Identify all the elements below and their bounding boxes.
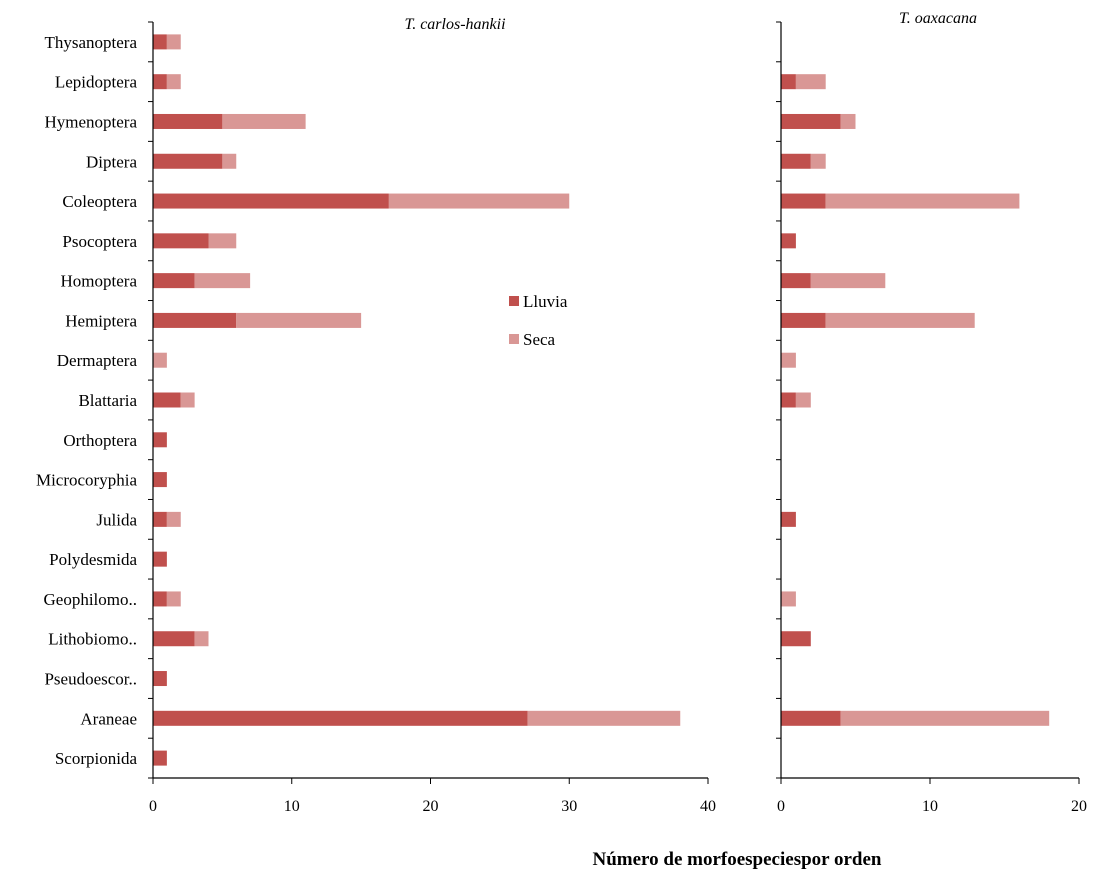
category-label: Pseudoescor.. [44, 670, 137, 689]
bar-lluvia-diptera [153, 153, 223, 169]
bar-seca-geophilomo [781, 591, 796, 607]
category-label: Polydesmida [49, 550, 137, 569]
bar-lluvia-araneae [781, 710, 841, 726]
bar-seca-dermaptera [781, 352, 796, 368]
legend: Lluvia Seca [509, 292, 568, 349]
bar-seca-coleoptera [825, 193, 1020, 209]
bar-lluvia-blattaria [781, 392, 796, 408]
bar-seca-geophilomo [166, 591, 181, 607]
category-label: Hemiptera [65, 311, 137, 330]
bar-lluvia-lithobiomo [781, 631, 811, 647]
bar-lluvia-scorpionida [153, 750, 167, 766]
bar-lluvia-microcoryphia [153, 472, 167, 488]
x-tick-label: 20 [1071, 798, 1087, 815]
bar-lluvia-pseudoescor [153, 671, 167, 687]
category-label: Blattaria [78, 391, 137, 410]
bar-lluvia-lepidoptera [781, 74, 796, 90]
bar-lluvia-homoptera [153, 273, 195, 289]
panel-title: T. carlos-hankii [404, 16, 505, 33]
x-tick-label: 20 [423, 798, 439, 815]
category-label: Psocoptera [62, 232, 137, 251]
bar-seca-lithobiomo [194, 631, 209, 647]
bar-seca-lepidoptera [166, 74, 181, 90]
category-label: Orthoptera [63, 431, 137, 450]
x-tick-label: 40 [700, 798, 716, 815]
panel-oaxacana: T. oaxacana 0 10 20 [776, 10, 1087, 815]
x-axis-title: Número de morfoespeciespor orden [593, 849, 882, 870]
bar-lluvia-psocoptera [781, 233, 796, 249]
category-label: Lithobiomo.. [48, 630, 137, 649]
category-label: Coleoptera [62, 192, 137, 211]
panel-carlos-hankii: T. carlos-hankii Thysanoptera Lepidoptera H… [36, 16, 716, 815]
bar-seca-blattaria [180, 392, 195, 408]
category-label: Homoptera [61, 272, 138, 291]
bar-lluvia-diptera [781, 153, 811, 169]
bar-lluvia-hymenoptera [781, 113, 841, 129]
bar-seca-hymenoptera [222, 113, 306, 129]
bar-seca-araneae [527, 710, 681, 726]
x-tick-label: 10 [922, 798, 938, 815]
bar-seca-hemiptera [825, 312, 975, 328]
bar-seca-lepidoptera [795, 74, 826, 90]
bar-seca-dermaptera [153, 352, 167, 368]
x-tick-label: 0 [149, 798, 157, 815]
category-label: Lepidoptera [55, 73, 138, 92]
category-label: Araneae [80, 709, 137, 728]
x-tick-label: 0 [777, 798, 785, 815]
category-label: Dermaptera [57, 351, 138, 370]
bar-seca-coleoptera [388, 193, 570, 209]
bar-lluvia-hemiptera [781, 312, 826, 328]
bar-seca-homoptera [194, 273, 251, 289]
bar-lluvia-polydesmida [153, 551, 167, 567]
bar-lluvia-hymenoptera [153, 113, 223, 129]
legend-swatch-seca [509, 334, 519, 344]
category-label: Scorpionida [55, 749, 138, 768]
bar-seca-psocoptera [208, 233, 237, 249]
bar-lluvia-thysanoptera [153, 34, 167, 50]
bar-seca-blattaria [795, 392, 811, 408]
bar-lluvia-lepidoptera [153, 74, 167, 90]
bar-lluvia-coleoptera [153, 193, 389, 209]
bar-seca-diptera [222, 153, 237, 169]
legend-label-lluvia: Lluvia [523, 292, 568, 311]
bar-seca-araneae [840, 710, 1050, 726]
bar-lluvia-psocoptera [153, 233, 209, 249]
category-label: Julida [96, 510, 137, 529]
x-tick-label: 30 [561, 798, 577, 815]
category-label: Thysanoptera [44, 33, 137, 52]
bar-lluvia-julida [153, 511, 167, 527]
bar-lluvia-araneae [153, 710, 528, 726]
bar-seca-diptera [810, 153, 826, 169]
bar-lluvia-julida [781, 511, 796, 527]
bar-lluvia-homoptera [781, 273, 811, 289]
bar-lluvia-hemiptera [153, 312, 237, 328]
bar-seca-hemiptera [236, 312, 362, 328]
bar-lluvia-coleoptera [781, 193, 826, 209]
bar-seca-julida [166, 511, 181, 527]
bar-lluvia-blattaria [153, 392, 181, 408]
category-label: Microcoryphia [36, 471, 137, 490]
bar-seca-hymenoptera [840, 113, 856, 129]
legend-label-seca: Seca [523, 330, 556, 349]
bar-seca-thysanoptera [166, 34, 181, 50]
bar-lluvia-lithobiomo [153, 631, 195, 647]
bar-seca-homoptera [810, 273, 886, 289]
category-label: Hymenoptera [44, 112, 137, 131]
category-label: Diptera [86, 152, 137, 171]
bar-lluvia-orthoptera [153, 432, 167, 448]
bar-lluvia-geophilomo [153, 591, 167, 607]
panel-title: T. oaxacana [899, 10, 977, 27]
legend-swatch-lluvia [509, 296, 519, 306]
category-label: Geophilomo.. [44, 590, 138, 609]
x-tick-label: 10 [284, 798, 300, 815]
